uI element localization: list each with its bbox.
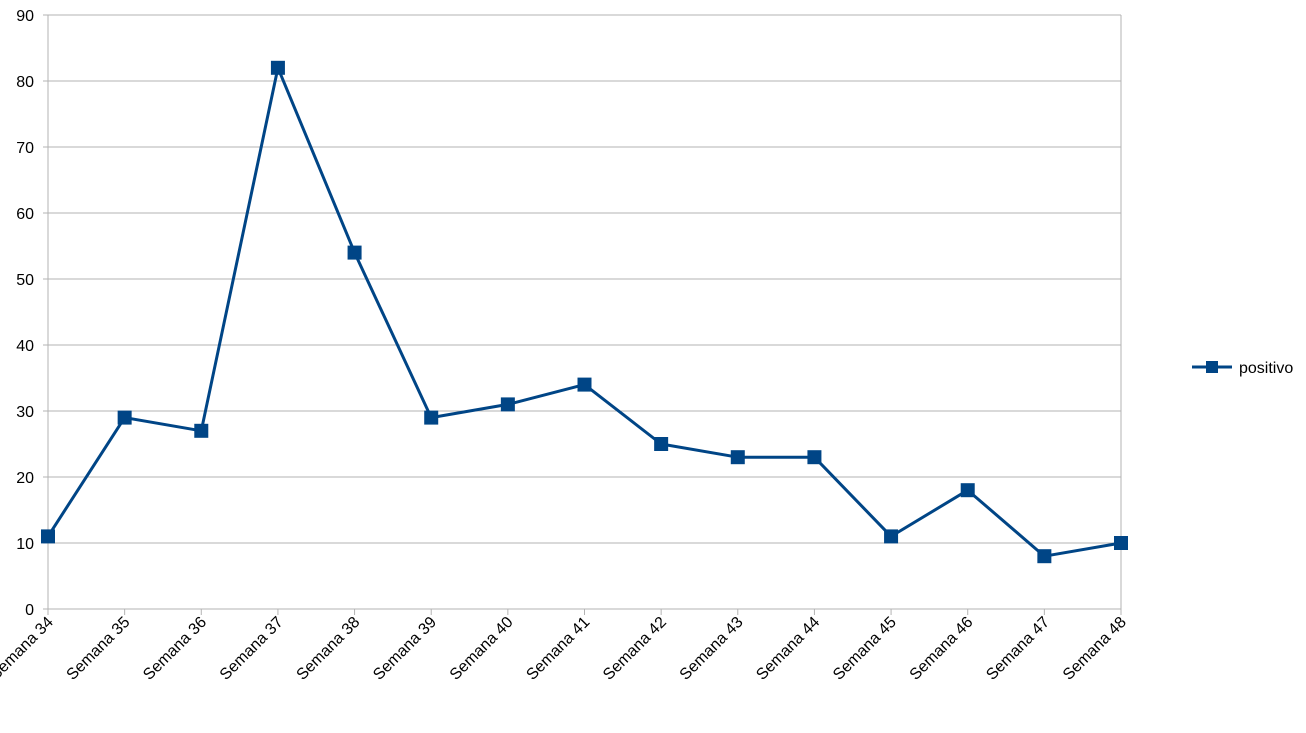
x-tick-label: Semana 39 [370, 614, 440, 684]
data-point [884, 529, 899, 544]
data-point [424, 410, 439, 425]
x-tick-label: Semana 42 [600, 614, 670, 684]
y-tick-label: 30 [16, 404, 34, 421]
x-tick-label: Semana 35 [64, 614, 134, 684]
x-tick-label: Semana 48 [1060, 614, 1130, 684]
data-point [270, 60, 285, 75]
x-tick-label: Semana 45 [830, 614, 900, 684]
x-tick-label: Semana 47 [983, 614, 1053, 684]
legend-label-positivo: positivo [1239, 360, 1293, 377]
y-tick-label: 60 [16, 206, 34, 223]
y-tick-label: 50 [16, 272, 34, 289]
x-axis-ticks: Semana 34 Semana 35 Semana 36 Semana 37 Sema… [0, 614, 1130, 684]
x-tick-label: Semana 38 [294, 614, 364, 684]
data-point [117, 410, 132, 425]
x-tick-label: Semana 34 [0, 614, 57, 684]
data-point [194, 423, 209, 438]
legend: positivo [1192, 360, 1293, 377]
grid-lines [48, 14, 1122, 610]
x-tick-label: Semana 37 [217, 614, 287, 684]
y-tick-label: 70 [16, 140, 34, 157]
y-tick-label: 40 [16, 338, 34, 355]
data-point [347, 245, 362, 260]
y-tick-label: 20 [16, 470, 34, 487]
data-point [730, 450, 745, 465]
x-tick-label: Semana 43 [677, 614, 747, 684]
data-point [500, 397, 515, 412]
y-tick-label: 80 [16, 74, 34, 91]
x-tick-label: Semana 41 [523, 614, 593, 684]
y-axis-ticks: 0 10 20 30 40 50 60 70 80 90 [16, 8, 34, 619]
x-tick-label: Semana 40 [447, 614, 517, 684]
data-point [654, 437, 669, 451]
axes [43, 14, 1122, 615]
y-tick-label: 90 [16, 8, 34, 25]
x-tick-label: Semana 36 [140, 614, 210, 684]
data-point [577, 377, 592, 392]
data-point [1114, 536, 1128, 550]
y-tick-label: 10 [16, 536, 34, 553]
x-tick-label: Semana 44 [753, 614, 823, 684]
data-point [807, 450, 822, 465]
data-point [1037, 549, 1052, 564]
legend-marker [1206, 361, 1218, 373]
data-point [41, 529, 55, 544]
series-layer [41, 60, 1128, 564]
series-line-positivo [46, 66, 1122, 558]
y-tick-label: 0 [25, 602, 34, 619]
x-tick-label: Semana 46 [907, 614, 977, 684]
data-point [960, 483, 975, 498]
